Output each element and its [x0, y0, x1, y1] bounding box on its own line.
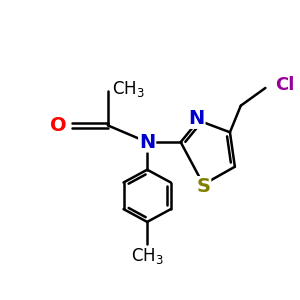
Text: Cl: Cl — [275, 76, 295, 94]
Text: CH$_3$: CH$_3$ — [112, 79, 145, 99]
Text: S: S — [196, 177, 210, 196]
Text: N: N — [188, 109, 205, 128]
Text: N: N — [139, 133, 155, 152]
Text: O: O — [50, 116, 66, 135]
Text: CH$_3$: CH$_3$ — [131, 246, 164, 266]
